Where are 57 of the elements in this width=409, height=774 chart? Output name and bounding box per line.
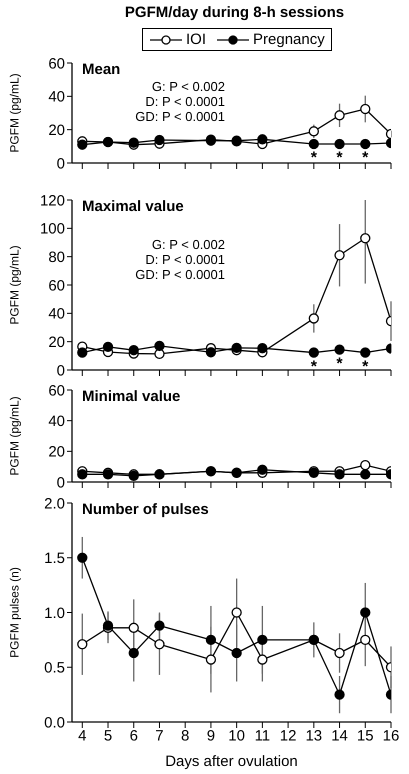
y-tick-label: 120 (40, 192, 65, 210)
x-tick-label: 14 (331, 728, 348, 745)
y-tick-label: 80 (48, 248, 65, 266)
y-tick-label: 20 (48, 122, 65, 139)
y-tick-label: 0 (56, 362, 65, 380)
x-tick-label: 11 (254, 728, 270, 745)
annotation: G: P < 0.002 (150, 237, 225, 252)
legend-label: IOI (186, 31, 206, 48)
y-tick-label: 100 (40, 220, 65, 238)
x-tick-label: 12 (280, 728, 296, 745)
y-axis-title: PGFM (pg/mL) (7, 73, 22, 153)
annotation: D: P < 0.0001 (144, 252, 225, 268)
y-tick-label: 0 (56, 474, 65, 492)
x-tick-label: 16 (382, 728, 400, 745)
annotation: * (310, 358, 318, 376)
y-axis-title: PGFM pulses (n) (7, 567, 22, 658)
annotation: * (336, 150, 344, 167)
y-axis-title: PGFM (pg/mL) (7, 245, 22, 325)
annotation: * (362, 358, 370, 376)
y-tick-label: 60 (48, 382, 65, 400)
x-axis-title: Days after ovulation (165, 753, 298, 770)
x-tick-label: 4 (78, 728, 86, 745)
chart-subtitle: Number of pulses (82, 501, 209, 518)
y-tick-label: 60 (48, 55, 65, 72)
y-tick-label: 20 (48, 444, 65, 461)
y-tick-label: 0.0 (44, 714, 65, 732)
y-tick-label: 1.5 (44, 550, 65, 568)
x-tick-label: 10 (228, 728, 245, 745)
legend-label: Pregnancy (253, 31, 325, 48)
x-tick-label: 5 (104, 728, 112, 745)
annotation: G: P < 0.002 (150, 79, 225, 94)
y-tick-label: 2.0 (44, 495, 65, 512)
chart-subtitle: Maximal value (82, 198, 184, 215)
y-tick-label: 1.0 (44, 604, 65, 622)
x-tick-label: 6 (130, 728, 138, 745)
annotation: GD: P < 0.0001 (134, 267, 225, 282)
x-tick-label: 13 (305, 728, 322, 745)
chart-subtitle: Minimal value (82, 388, 180, 405)
annotation: * (310, 150, 318, 167)
x-tick-label: 8 (181, 728, 190, 745)
y-tick-label: 60 (48, 277, 65, 294)
chart-subtitle: Mean (82, 61, 120, 78)
y-tick-label: 40 (48, 412, 65, 430)
y-tick-label: 0 (56, 155, 65, 172)
x-tick-label: 7 (155, 728, 164, 745)
chart-title: PGFM/day during 8-h sessions (124, 4, 346, 21)
y-axis-title: PGFM (pg/mL) (7, 396, 22, 476)
annotation: * (336, 355, 344, 372)
annotation: D: P < 0.0001 (144, 94, 225, 109)
y-tick-label: 40 (48, 306, 65, 323)
annotation: GD: P < 0.0001 (134, 109, 225, 124)
x-tick-label: 15 (356, 728, 374, 745)
y-tick-label: 40 (48, 88, 65, 106)
annotation: * (362, 150, 370, 167)
y-tick-label: 20 (48, 334, 65, 351)
y-tick-label: 0.5 (44, 660, 65, 677)
x-tick-label: 9 (206, 728, 216, 745)
